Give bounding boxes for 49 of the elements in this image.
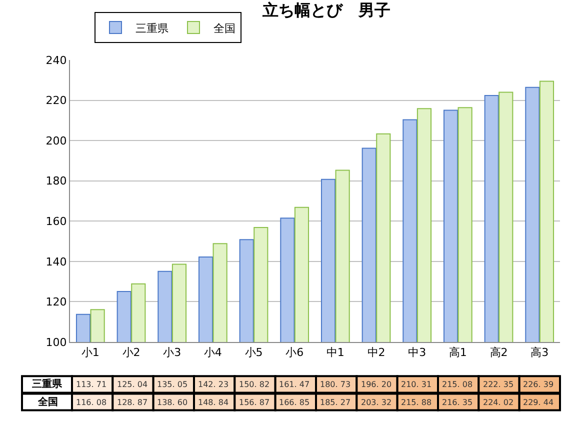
x-tick-label: 中1 (326, 346, 344, 360)
text: 138. 60 (157, 398, 188, 407)
x-tick-label: 中3 (408, 346, 426, 360)
legend-label: 全国 (214, 22, 236, 35)
text: 113. 71 (76, 380, 107, 389)
text: 128. 87 (117, 398, 148, 407)
y-tick-label: 180 (46, 174, 67, 188)
x-tick-label: 小1 (81, 346, 100, 360)
text: 161. 47 (279, 380, 310, 389)
y-tick-label: 200 (46, 134, 67, 148)
x-tick-label: 小6 (286, 346, 304, 360)
chart-title: 立ち幅とび 男子 (262, 0, 391, 20)
x-tick-label: 高2 (490, 346, 508, 360)
text: 150. 82 (239, 380, 270, 389)
text: 全国 (38, 397, 58, 408)
text: 224. 02 (483, 398, 514, 407)
text: 196. 20 (361, 380, 392, 389)
text: 203. 32 (361, 398, 392, 407)
text: 185. 27 (320, 398, 351, 407)
text: 三重県 (32, 379, 62, 390)
y-tick-label: 100 (46, 336, 67, 349)
y-tick-label: 140 (46, 255, 67, 268)
y-tick-label: 220 (46, 94, 67, 108)
text: 135. 05 (157, 380, 188, 389)
text: 125. 04 (117, 380, 148, 389)
text: 215. 08 (442, 380, 473, 389)
legend-label: 三重県 (136, 22, 168, 35)
x-tick-label: 小5 (244, 346, 263, 360)
text: 148. 84 (198, 398, 229, 407)
text: 180. 73 (320, 380, 351, 389)
text: 216. 35 (442, 398, 473, 407)
text: 210. 31 (401, 380, 432, 389)
text: 116. 08 (76, 398, 107, 407)
y-tick-label: 120 (46, 296, 67, 309)
text: 142. 23 (198, 380, 229, 389)
text: 156. 87 (239, 398, 270, 407)
text: 222. 35 (483, 380, 514, 389)
y-tick-label: 240 (46, 54, 67, 67)
x-tick-label: 高3 (530, 346, 549, 360)
text: 229. 44 (523, 398, 554, 407)
x-tick-label: 中2 (367, 346, 386, 360)
x-tick-label: 小4 (204, 346, 222, 360)
text: 226. 39 (523, 380, 554, 389)
x-tick-label: 小2 (122, 346, 140, 360)
x-tick-label: 高1 (448, 346, 467, 360)
text: 166. 85 (279, 398, 310, 407)
text: 215. 88 (401, 398, 432, 407)
y-tick-label: 160 (46, 214, 67, 228)
x-tick-label: 小3 (163, 346, 182, 360)
